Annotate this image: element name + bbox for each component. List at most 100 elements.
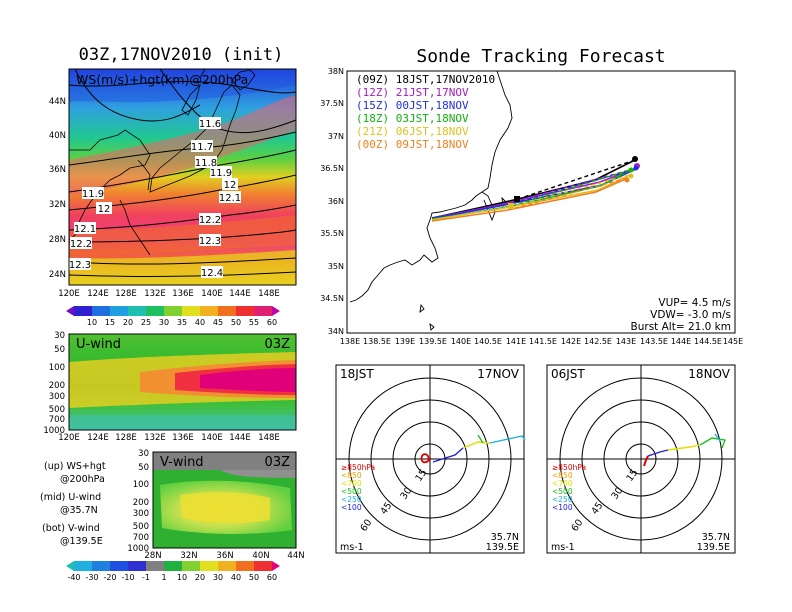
svg-text:12.3: 12.3: [69, 260, 91, 271]
u-wind-panel: U-wind 03Z: [68, 333, 297, 431]
svg-text:18NOV: 18NOV: [688, 367, 730, 381]
svg-text:17NOV: 17NOV: [477, 367, 519, 381]
v-wind-lat-labels: 28N 32N 36N 40N 44N: [144, 551, 304, 561]
svg-text:40: 40: [231, 573, 241, 582]
hgt-label: 12.3: [199, 234, 221, 247]
svg-text:<100: <100: [341, 503, 362, 512]
svg-text:143E: 143E: [616, 337, 636, 346]
svg-text:<850: <850: [552, 471, 573, 480]
svg-text:34.5N: 34.5N: [320, 294, 344, 303]
hgt-label: 11.9: [82, 187, 104, 200]
svg-text:Burst Alt= 21.0 km: Burst Alt= 21.0 km: [631, 321, 731, 333]
right-title: Sonde Tracking Forecast: [416, 46, 665, 67]
svg-text:@200hPa: @200hPa: [60, 474, 105, 485]
svg-text:(00Z) 09JST,18NOV: (00Z) 09JST,18NOV: [356, 138, 469, 151]
svg-text:10: 10: [177, 573, 187, 582]
svg-text:(bot) V-wind: (bot) V-wind: [42, 523, 100, 534]
hgt-label: 12.2: [199, 213, 221, 226]
svg-text:45: 45: [213, 318, 223, 327]
svg-text:(12Z) 21JST,17NOV: (12Z) 21JST,17NOV: [356, 86, 469, 99]
svg-text:141E: 141E: [506, 337, 526, 346]
svg-text:500: 500: [49, 405, 65, 415]
svg-text:60: 60: [267, 318, 277, 327]
svg-text:124E: 124E: [87, 433, 109, 443]
svg-text:11.8: 11.8: [195, 158, 217, 169]
svg-text:1: 1: [161, 573, 166, 582]
svg-text:@139.5E: @139.5E: [60, 536, 103, 547]
svg-text:1000: 1000: [127, 544, 149, 554]
svg-text:-40: -40: [67, 573, 80, 582]
svg-text:06JST: 06JST: [551, 367, 585, 381]
v-wind-time: 03Z: [265, 455, 291, 470]
svg-text:(up) WS+hgt: (up) WS+hgt: [44, 461, 106, 472]
svg-text:36N: 36N: [216, 551, 233, 561]
hgt-label: 11.9: [210, 166, 232, 179]
svg-text:<850: <850: [341, 471, 362, 480]
svg-text:139.5E: 139.5E: [419, 337, 447, 346]
svg-text:140E: 140E: [201, 433, 223, 443]
svg-text:200: 200: [133, 498, 149, 508]
svg-text:144.5E: 144.5E: [694, 337, 722, 346]
svg-text:(mid) U-wind: (mid) U-wind: [40, 492, 101, 503]
ws-colorbar: [66, 306, 280, 316]
svg-text:37.5N: 37.5N: [320, 99, 344, 108]
svg-text:140.5E: 140.5E: [474, 337, 502, 346]
map-lon-labels: 120E 124E 128E 132E 136E 140E 144E 148E: [58, 289, 280, 299]
v-wind-label: V-wind: [160, 455, 204, 470]
svg-text:1000: 1000: [43, 426, 65, 436]
v-wind-panel: V-wind 03Z: [152, 451, 297, 549]
svg-text:300: 300: [133, 509, 149, 519]
svg-text:50: 50: [231, 318, 241, 327]
track-legend: (09Z) 18JST,17NOV2010 (12Z) 21JST,17NOV …: [356, 73, 495, 151]
hgt-label: 11.8: [195, 156, 217, 169]
svg-text:143.5E: 143.5E: [640, 337, 668, 346]
svg-text:12.4: 12.4: [201, 268, 223, 279]
track-lon-labels: 138E 138.5E 139E 139.5E 140E 140.5E 141E…: [340, 337, 743, 346]
svg-text:<500: <500: [341, 487, 362, 496]
u-wind-lon-labels: 120E 124E 128E 132E 136E 140E 144E 148E: [58, 433, 280, 443]
svg-text:32N: 32N: [49, 200, 66, 210]
svg-text:35.5N: 35.5N: [320, 229, 344, 238]
ws-colorbar-ticks: 10 15 20 25 30 35 40 45 50 55 60: [87, 318, 277, 327]
svg-text:15: 15: [105, 318, 115, 327]
v-wind-p-labels: 30 50 100 200 300 500 700 1000: [127, 449, 149, 554]
svg-text:12.1: 12.1: [219, 193, 241, 204]
svg-text:(21Z) 06JST,18NOV: (21Z) 06JST,18NOV: [356, 125, 469, 138]
ws-hgt-map: 11.6 11.7 11.8 11.9 12 12.1 11.9 12 12.1…: [68, 68, 297, 286]
svg-text:40: 40: [195, 318, 205, 327]
svg-text:124E: 124E: [87, 289, 109, 299]
svg-text:12.1: 12.1: [74, 224, 96, 235]
svg-text:-10: -10: [121, 573, 134, 582]
svg-text:-30: -30: [85, 573, 98, 582]
panel-legend: (up) WS+hgt @200hPa (mid) U-wind @35.7N …: [40, 461, 106, 547]
svg-text:36.5N: 36.5N: [320, 164, 344, 173]
polar-2-levels: ≥850hPa <850 <700 <500 <250 <100: [552, 463, 586, 512]
svg-text:<100: <100: [552, 503, 573, 512]
map-label: WS(m/s)+hgt(km)@200hPa: [76, 72, 248, 87]
svg-text:500: 500: [133, 522, 149, 532]
hgt-label: 12.1: [74, 222, 96, 235]
svg-text:128E: 128E: [115, 289, 137, 299]
svg-text:11.9: 11.9: [210, 168, 232, 179]
svg-text:18JST: 18JST: [340, 367, 374, 381]
svg-text:136E: 136E: [172, 433, 194, 443]
svg-text:ms-1: ms-1: [551, 542, 575, 553]
svg-text:10: 10: [87, 318, 97, 327]
svg-text:700: 700: [49, 415, 65, 425]
svg-text:-20: -20: [103, 573, 116, 582]
svg-text:12.2: 12.2: [199, 215, 221, 226]
svg-text:138.5E: 138.5E: [363, 337, 391, 346]
svg-text:100: 100: [49, 363, 65, 373]
svg-text:136E: 136E: [172, 289, 194, 299]
polar-plot-1: 15 30 45 60 18JST 17NOV 35.7N 139.5E ms-…: [335, 364, 526, 554]
svg-text:36N: 36N: [328, 197, 344, 206]
hgt-label: 12.4: [201, 266, 223, 279]
svg-text:120E: 120E: [58, 289, 80, 299]
hgt-label: 11.6: [199, 117, 221, 130]
svg-text:700: 700: [133, 533, 149, 543]
svg-text:55: 55: [249, 318, 259, 327]
svg-text:139.5E: 139.5E: [486, 542, 519, 553]
sonde-params: VUP= 4.5 m/s VDW= -3.0 m/s Burst Alt= 21…: [631, 297, 731, 333]
svg-text:<250: <250: [341, 495, 362, 504]
svg-text:40N: 40N: [49, 131, 66, 141]
